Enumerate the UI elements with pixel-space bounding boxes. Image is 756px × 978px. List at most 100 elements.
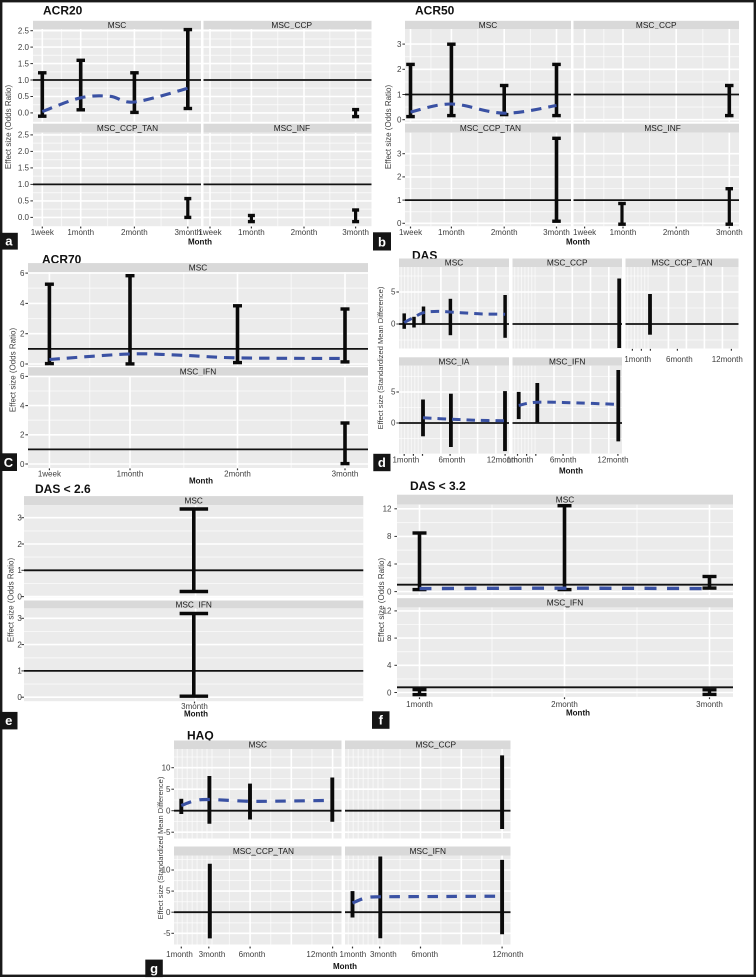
svg-text:1month: 1month	[438, 228, 465, 237]
svg-text:3: 3	[397, 40, 402, 49]
svg-text:Effect size (Odds Ratio): Effect size (Odds Ratio)	[9, 328, 18, 413]
svg-text:MSC_IFN: MSC_IFN	[547, 598, 583, 608]
svg-text:MSC_IFN: MSC_IFN	[180, 367, 216, 377]
svg-text:1month: 1month	[507, 455, 534, 464]
svg-text:MSC_IFN: MSC_IFN	[549, 356, 585, 366]
svg-text:4: 4	[387, 661, 392, 670]
svg-text:3month: 3month	[716, 228, 743, 237]
svg-text:1month: 1month	[340, 950, 367, 959]
svg-text:MSC_CCP: MSC_CCP	[416, 740, 457, 750]
svg-text:1.0: 1.0	[18, 76, 30, 85]
svg-text:12: 12	[383, 505, 392, 514]
svg-text:10: 10	[162, 866, 171, 875]
svg-text:MSC_CCP: MSC_CCP	[271, 20, 312, 30]
svg-text:0: 0	[391, 419, 396, 428]
svg-text:MSC: MSC	[556, 495, 574, 505]
svg-text:MSC_INF: MSC_INF	[274, 123, 310, 133]
svg-text:5: 5	[166, 887, 171, 896]
svg-text:3: 3	[17, 614, 22, 623]
svg-text:3month: 3month	[181, 702, 208, 711]
svg-text:1: 1	[397, 90, 402, 99]
svg-text:-5: -5	[163, 828, 171, 837]
svg-text:3month: 3month	[174, 228, 201, 237]
svg-text:2.5: 2.5	[18, 131, 30, 140]
svg-text:Month: Month	[333, 962, 357, 971]
svg-text:6month: 6month	[666, 355, 693, 364]
svg-text:0: 0	[166, 908, 171, 917]
svg-text:2: 2	[397, 65, 402, 74]
svg-text:10: 10	[162, 763, 171, 772]
svg-text:d: d	[378, 455, 386, 470]
svg-text:ACR20: ACR20	[43, 4, 83, 18]
svg-text:MSC: MSC	[445, 258, 463, 268]
svg-text:MSC_CCP_TAN: MSC_CCP_TAN	[460, 123, 521, 133]
svg-text:Effect size (Odds Ratio): Effect size (Odds Ratio)	[384, 85, 393, 170]
svg-text:MSC_IFN: MSC_IFN	[410, 846, 446, 856]
svg-text:2month: 2month	[551, 700, 578, 709]
svg-text:2month: 2month	[224, 470, 251, 479]
svg-text:0: 0	[17, 693, 22, 702]
svg-text:MSC_CCP_TAN: MSC_CCP_TAN	[651, 258, 712, 268]
svg-text:2: 2	[20, 431, 25, 440]
svg-text:Effect size (Standardized Mean: Effect size (Standardized Mean Differenc…	[156, 776, 165, 919]
svg-text:0: 0	[20, 360, 25, 369]
svg-text:1: 1	[397, 196, 402, 205]
svg-text:MSC_CCP_TAN: MSC_CCP_TAN	[233, 846, 294, 856]
svg-text:1week: 1week	[573, 228, 597, 237]
svg-text:1month: 1month	[392, 455, 419, 464]
svg-text:3month: 3month	[332, 470, 359, 479]
svg-text:1.0: 1.0	[18, 180, 30, 189]
svg-text:4: 4	[387, 560, 392, 569]
svg-text:1month: 1month	[67, 228, 94, 237]
svg-text:b: b	[378, 234, 386, 249]
svg-text:e: e	[5, 713, 12, 728]
svg-text:8: 8	[387, 634, 392, 643]
svg-text:0: 0	[387, 587, 392, 596]
svg-text:0: 0	[166, 806, 171, 815]
svg-text:0: 0	[397, 219, 402, 228]
svg-text:2month: 2month	[663, 228, 690, 237]
svg-text:Month: Month	[566, 237, 590, 246]
svg-text:4: 4	[20, 299, 25, 308]
svg-text:1week: 1week	[38, 470, 62, 479]
svg-text:Effect size (Odds Ratio): Effect size (Odds Ratio)	[377, 558, 386, 643]
svg-text:Month: Month	[559, 467, 583, 476]
svg-text:5: 5	[166, 785, 171, 794]
svg-text:MSC: MSC	[108, 20, 126, 30]
svg-text:3month: 3month	[696, 700, 723, 709]
svg-text:0: 0	[20, 460, 25, 469]
svg-text:3month: 3month	[543, 228, 570, 237]
svg-text:5: 5	[391, 288, 396, 297]
svg-text:2: 2	[17, 540, 22, 549]
svg-text:1: 1	[17, 566, 22, 575]
svg-text:12month: 12month	[712, 355, 743, 364]
svg-text:0: 0	[391, 320, 396, 329]
svg-text:1month: 1month	[117, 470, 144, 479]
svg-text:DAS < 3.2: DAS < 3.2	[410, 479, 466, 493]
svg-text:MSC: MSC	[184, 496, 202, 506]
svg-text:2.5: 2.5	[18, 27, 30, 36]
svg-text:MSC_CCP: MSC_CCP	[636, 20, 677, 30]
svg-text:Effect size (Odds Ratio): Effect size (Odds Ratio)	[4, 85, 13, 170]
svg-text:2month: 2month	[291, 228, 318, 237]
svg-text:MSC_INF: MSC_INF	[644, 123, 680, 133]
svg-text:6: 6	[20, 269, 25, 278]
svg-text:0: 0	[397, 116, 402, 125]
svg-text:6month: 6month	[239, 950, 266, 959]
svg-text:12month: 12month	[306, 950, 337, 959]
svg-text:Month: Month	[184, 710, 208, 719]
svg-text:Month: Month	[189, 477, 213, 486]
svg-text:2month: 2month	[121, 228, 148, 237]
svg-text:6: 6	[20, 372, 25, 381]
svg-text:ACR70: ACR70	[42, 253, 82, 267]
svg-text:12month: 12month	[597, 455, 628, 464]
svg-text:0: 0	[387, 688, 392, 697]
svg-text:12month: 12month	[487, 455, 518, 464]
svg-text:0: 0	[17, 592, 22, 601]
svg-text:MSC: MSC	[479, 20, 497, 30]
svg-text:8: 8	[387, 532, 392, 541]
svg-text:3month: 3month	[342, 228, 369, 237]
svg-text:DAS < 2.6: DAS < 2.6	[35, 482, 91, 496]
svg-text:1week: 1week	[399, 228, 423, 237]
svg-text:1week: 1week	[31, 228, 55, 237]
